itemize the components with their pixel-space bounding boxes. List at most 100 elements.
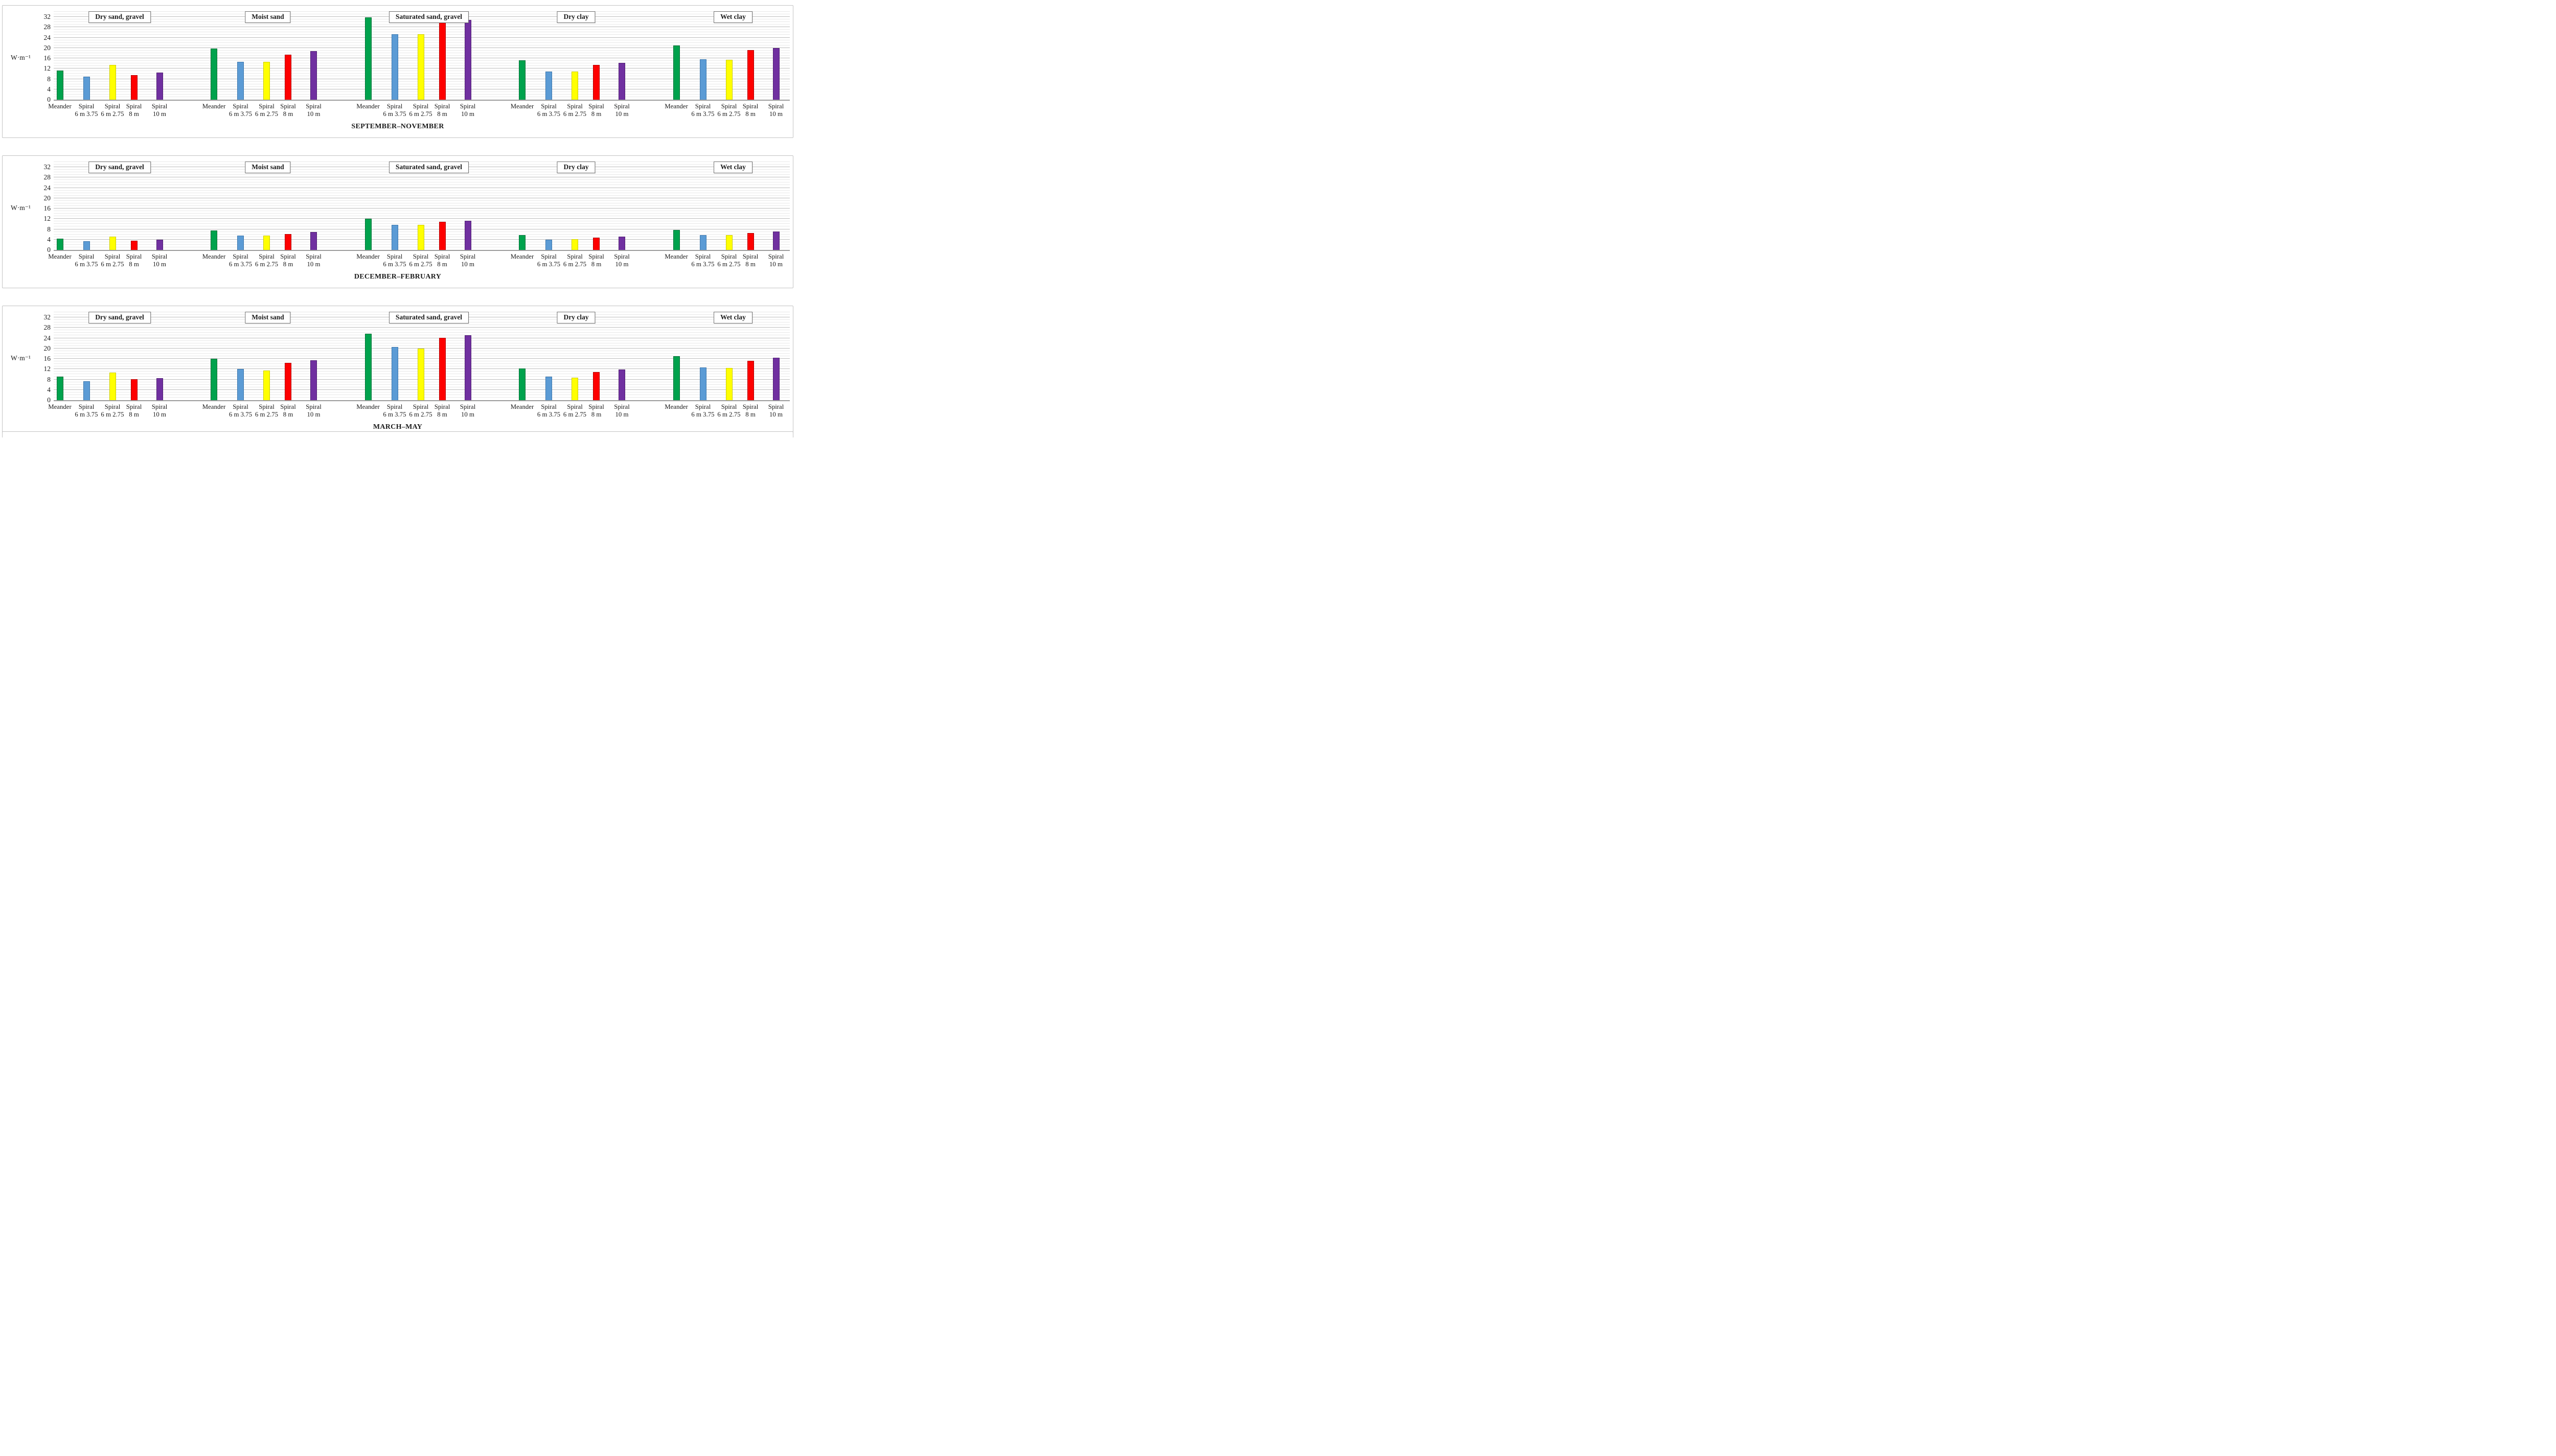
x-tick-line2: 6 m 2.75 — [255, 110, 279, 118]
x-tick-label: Spiral 8 m — [574, 103, 620, 118]
bar-spiral-10-m — [156, 73, 163, 100]
x-tick-line2: 6 m 2.75 — [717, 410, 741, 418]
x-tick-line2: 8 m — [283, 110, 293, 118]
x-tick-label: Meander — [345, 103, 391, 110]
x-tick-line2: 8 m — [745, 260, 756, 268]
y-tick-label: 20 — [43, 43, 51, 52]
gridline-minor — [54, 29, 790, 30]
bar-spiral-10-m — [772, 232, 780, 250]
x-tick-line1: Spiral — [614, 253, 630, 260]
x-tick-line1: Meander — [356, 403, 380, 410]
y-tick-label: 28 — [43, 23, 51, 31]
x-tick-line1: Spiral — [306, 103, 322, 110]
x-tick-line2: 10 m — [153, 110, 166, 118]
soil-label-box: Moist sand — [245, 11, 291, 23]
x-tick-line2: 8 m — [437, 110, 447, 118]
x-tick-line1: Spiral — [541, 403, 557, 410]
x-tick-label: Meander — [191, 253, 237, 261]
x-tick-label: Spiral 6 m 3.75 — [680, 253, 726, 268]
x-tick-line1: Spiral — [614, 103, 630, 110]
x-tick-line1: Spiral — [126, 103, 142, 110]
gridline-minor — [54, 190, 790, 191]
x-tick-label: Spiral 10 m — [136, 403, 182, 418]
bar-spiral-8-m — [285, 234, 291, 250]
x-tick-line1: Meander — [202, 253, 226, 260]
bar-spiral-10-m — [310, 232, 317, 250]
x-tick-label: Meander — [345, 403, 391, 411]
x-tick-line1: Spiral — [695, 403, 711, 410]
soil-label-box: Dry clay — [557, 161, 596, 173]
x-tick-line2: 6 m 3.75 — [383, 110, 406, 118]
x-tick-line1: Spiral — [434, 253, 450, 260]
x-tick-label: Meander — [191, 103, 237, 110]
x-tick-label: Meander — [499, 103, 545, 110]
x-tick-line2: 6 m 2.75 — [101, 110, 124, 118]
x-tick-line1: Spiral — [306, 253, 322, 260]
x-tick-label: Meander — [653, 103, 699, 110]
gridline-minor — [54, 345, 790, 346]
x-tick-line2: 6 m 2.75 — [101, 410, 124, 418]
x-tick-line2: 8 m — [437, 260, 447, 268]
x-tick-line2: 6 m 3.75 — [229, 260, 253, 268]
x-tick-line2: 10 m — [307, 260, 321, 268]
x-tick-label: Spiral 6 m 2.75 — [552, 403, 598, 418]
x-tick-label: Spiral 6 m 3.75 — [63, 253, 109, 268]
y-tick-label: 0 — [47, 96, 51, 103]
x-tick-label: Spiral 6 m 3.75 — [680, 403, 726, 418]
x-tick-label: Spiral 10 m — [445, 103, 491, 118]
x-tick-line2: 6 m 2.75 — [409, 260, 432, 268]
bar-spiral-6-m-2-75 — [263, 236, 270, 250]
gridline-minor — [54, 195, 790, 196]
bar-spiral-6-m-3-75 — [391, 224, 398, 250]
x-tick-label: Spiral 6 m 3.75 — [218, 403, 264, 418]
x-tick-label: Spiral 6 m 2.75 — [552, 103, 598, 118]
x-tick-label: Spiral 6 m 3.75 — [372, 103, 418, 118]
bar-spiral-6-m-2-75 — [417, 224, 424, 250]
x-tick-label: Spiral 6 m 3.75 — [680, 103, 726, 118]
x-tick-label: Spiral 6 m 2.75 — [244, 103, 290, 118]
x-tick-label: Meander — [37, 403, 83, 411]
bar-spiral-6-m-3-75 — [237, 62, 244, 100]
bar-spiral-6-m-3-75 — [699, 367, 706, 400]
x-tick-label: Spiral 6 m 3.75 — [526, 403, 572, 418]
x-tick-line2: 8 m — [591, 410, 602, 418]
x-tick-label: Meander — [499, 403, 545, 411]
bar-meander — [519, 368, 526, 400]
y-tick-label: 8 — [47, 225, 51, 233]
x-tick-line2: 10 m — [769, 410, 783, 418]
x-tick-label: Spiral 6 m 2.75 — [89, 253, 135, 268]
x-tick-label: Spiral 6 m 2.75 — [398, 253, 444, 268]
gridline-minor — [54, 174, 790, 175]
x-tick-line1: Spiral — [413, 403, 429, 410]
bar-spiral-8-m — [593, 372, 600, 400]
x-tick-label: Spiral 6 m 2.75 — [398, 403, 444, 418]
bar-spiral-6-m-3-75 — [391, 34, 398, 100]
x-tick-line2: 6 m 3.75 — [383, 260, 406, 268]
x-tick-line1: Meander — [665, 403, 688, 410]
x-tick-line1: Spiral — [126, 403, 142, 410]
y-tick-label: 20 — [43, 344, 51, 352]
y-tick-label: 4 — [47, 385, 51, 394]
x-tick-line1: Meander — [48, 253, 72, 260]
bar-spiral-6-m-3-75 — [545, 376, 552, 400]
bar-spiral-10-m — [619, 237, 625, 250]
x-tick-label: Spiral 6 m 2.75 — [89, 103, 135, 118]
gridline-major — [54, 208, 790, 209]
bar-spiral-6-m-3-75 — [391, 346, 398, 400]
bar-spiral-8-m — [747, 233, 754, 250]
x-tick-label: Spiral 6 m 3.75 — [372, 253, 418, 268]
x-tick-line1: Meander — [510, 403, 534, 410]
x-tick-label: Spiral 6 m 3.75 — [63, 103, 109, 118]
x-tick-line2: 10 m — [615, 110, 629, 118]
x-tick-line1: Spiral — [78, 253, 95, 260]
x-tick-line1: Spiral — [588, 253, 604, 260]
bar-meander — [56, 71, 63, 100]
x-tick-line2: 10 m — [307, 410, 321, 418]
bar-spiral-6-m-2-75 — [725, 235, 733, 250]
x-tick-line1: Meander — [48, 403, 72, 410]
bar-spiral-8-m — [130, 240, 138, 250]
x-tick-label: Spiral 10 m — [599, 103, 645, 118]
x-tick-line1: Spiral — [567, 103, 583, 110]
x-tick-label: Spiral 6 m 3.75 — [63, 403, 109, 418]
gridline-minor — [54, 179, 790, 180]
